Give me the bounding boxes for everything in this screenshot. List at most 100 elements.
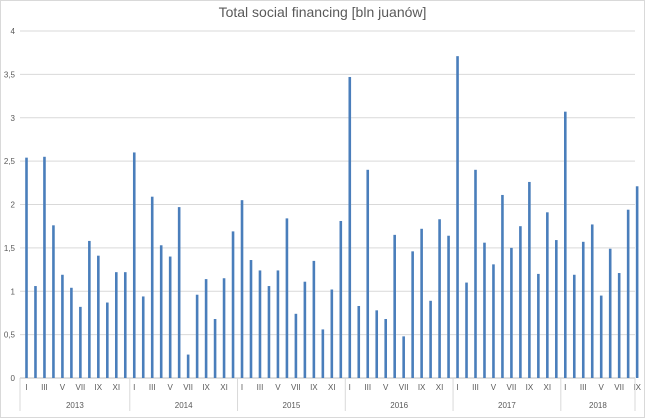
bar (294, 313, 298, 378)
bar (447, 235, 450, 378)
x-tick-label: V (168, 383, 174, 392)
x-tick-label: I (25, 383, 27, 392)
year-label: 2018 (589, 401, 607, 410)
x-tick-label: IX (418, 383, 426, 392)
bar (186, 354, 190, 378)
x-tick-label: V (60, 383, 66, 392)
year-label: 2015 (283, 401, 301, 410)
x-tick-label: IX (310, 383, 318, 392)
x-tick-label: I (564, 383, 566, 392)
bar (79, 306, 82, 378)
x-tick-label: III (472, 383, 479, 392)
x-tick-label: VII (399, 383, 409, 392)
bar (168, 256, 172, 378)
bar (52, 225, 55, 378)
bar (492, 264, 495, 378)
x-tick-label: V (383, 383, 389, 392)
bar (240, 200, 244, 378)
x-tick-label: V (275, 383, 281, 392)
x-tick-label: III (257, 383, 264, 392)
x-tick-label: VII (614, 383, 624, 392)
bar (572, 274, 576, 378)
x-tick-label: XI (436, 383, 444, 392)
year-label: 2017 (498, 401, 516, 410)
bar (375, 310, 379, 378)
y-tick-label: 2 (11, 201, 16, 210)
bar (195, 294, 199, 378)
bar (132, 152, 136, 378)
bar (159, 245, 163, 378)
bar (581, 241, 585, 378)
x-tick-label: V (491, 383, 497, 392)
year-label: 2013 (66, 401, 84, 410)
bar (465, 282, 468, 378)
x-tick-label: XI (220, 383, 228, 392)
bar (348, 76, 352, 378)
y-axis-ticks: 0 0,5 1 1,5 2 2,5 3 3,5 4 (4, 27, 16, 383)
year-label: 2014 (175, 401, 193, 410)
bar (366, 169, 370, 378)
x-tick-label: VII (507, 383, 517, 392)
y-tick-label: 4 (11, 27, 16, 36)
bar (222, 278, 226, 378)
bar (249, 260, 253, 378)
bar (204, 279, 208, 378)
y-tick-label: 0 (11, 374, 16, 383)
bar (555, 240, 558, 378)
bar (599, 295, 603, 378)
y-tick-label: 2,5 (4, 157, 16, 166)
x-tick-label: V (599, 383, 605, 392)
bar (43, 156, 46, 378)
bar (177, 207, 181, 378)
bar (519, 226, 522, 378)
bar (393, 234, 396, 378)
x-tick-label: VII (183, 383, 193, 392)
bar (88, 240, 91, 378)
bar (70, 287, 73, 378)
bar (150, 196, 154, 378)
bar (501, 194, 504, 378)
y-tick-label: 3 (11, 114, 16, 123)
y-tick-label: 1 (11, 287, 16, 296)
bars (25, 56, 639, 379)
bar (635, 186, 639, 378)
y-tick-label: 1,5 (4, 244, 16, 253)
bar (411, 251, 414, 378)
bar (456, 56, 459, 378)
bar (420, 228, 423, 378)
bar (528, 181, 531, 378)
x-tick-label: IX (95, 383, 103, 392)
bar (258, 270, 262, 378)
bar (115, 272, 118, 378)
bar (141, 296, 145, 378)
x-tick-label: III (41, 383, 48, 392)
bar (357, 305, 361, 378)
chart-title: Total social financing [bln juanów] (218, 4, 427, 20)
x-tick-label: I (133, 383, 135, 392)
x-tick-label: XI (544, 383, 552, 392)
x-tick-label: I (349, 383, 351, 392)
bar (97, 255, 100, 378)
bar (61, 274, 64, 378)
bar (303, 281, 307, 378)
bar (617, 273, 621, 378)
bar (384, 319, 387, 378)
x-tick-label: VII (75, 383, 85, 392)
bar (34, 286, 37, 378)
x-tick-label: VII (291, 383, 301, 392)
bar (402, 336, 405, 378)
x-tick-label: III (149, 383, 156, 392)
bar (590, 224, 594, 378)
x-tick-label: I (241, 383, 243, 392)
y-tick-label: 0,5 (4, 331, 16, 340)
bar (429, 300, 432, 378)
bar (339, 220, 343, 378)
bar (537, 273, 540, 378)
bar (267, 286, 271, 378)
bar (106, 302, 109, 378)
x-tick-label: III (364, 383, 371, 392)
bar (626, 209, 630, 378)
bar (608, 248, 612, 378)
x-axis: I III V VII IX XI I III V VII IX XI I III V VII IX XI I III… (19, 378, 642, 411)
